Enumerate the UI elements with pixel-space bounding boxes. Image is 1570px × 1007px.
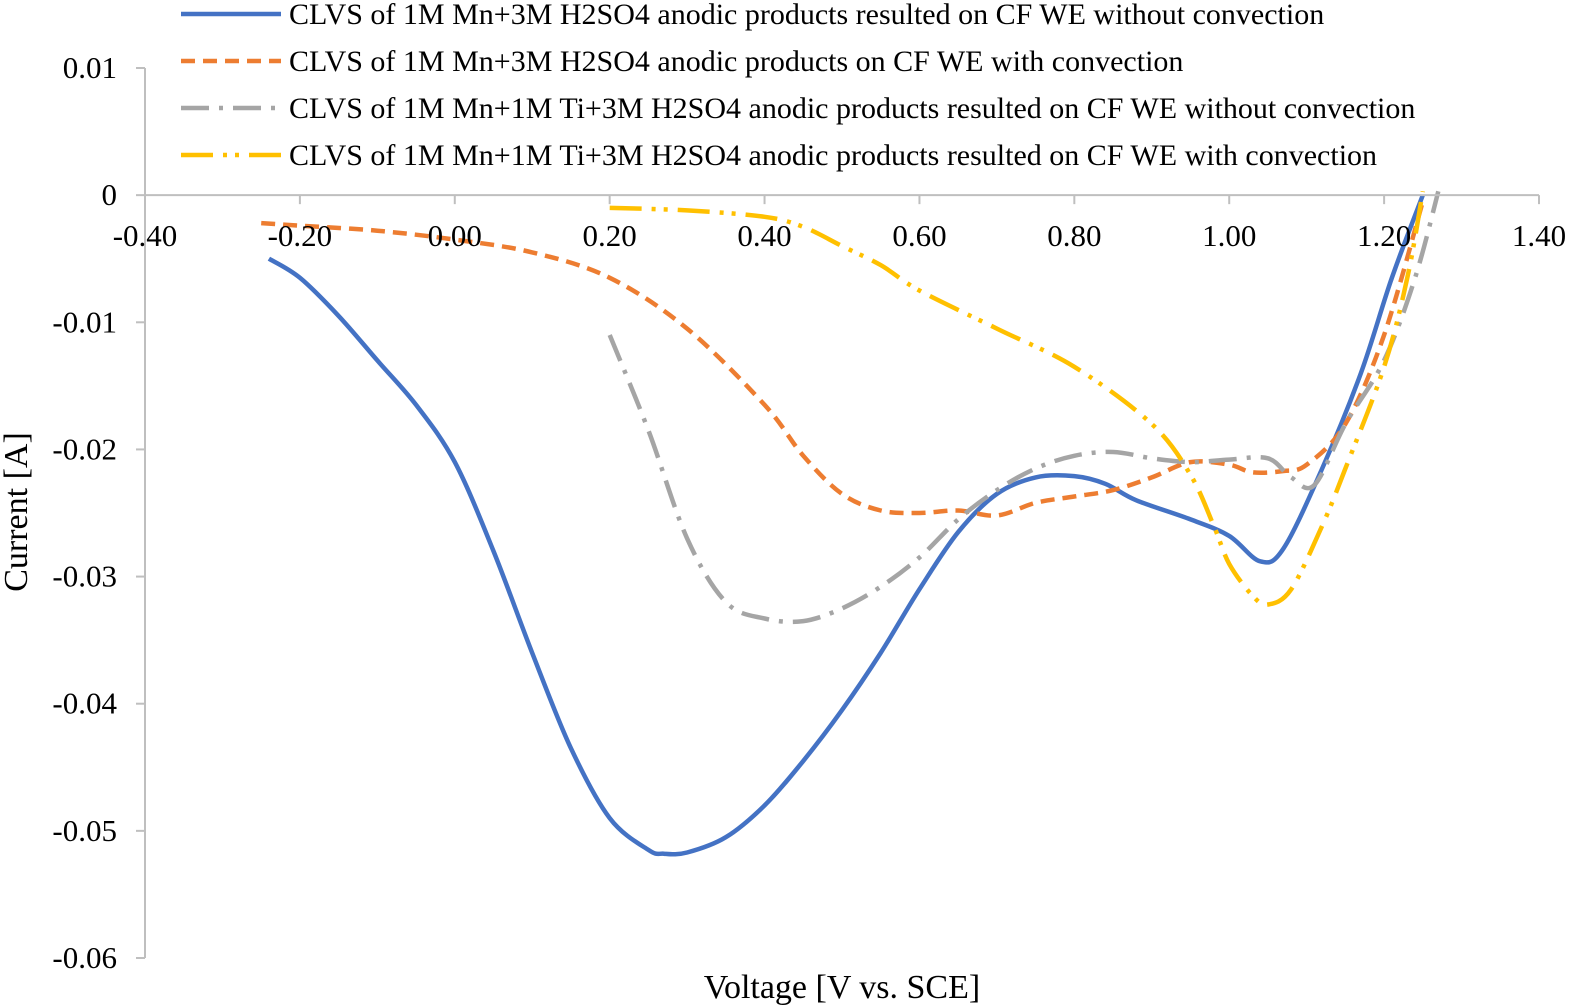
y-tick-label: -0.04 (52, 686, 117, 721)
y-tick-label: 0 (102, 177, 118, 212)
x-tick-label: 0.20 (583, 218, 637, 253)
legend-label-4: CLVS of 1M Mn+1M Ti+3M H2SO4 anodic prod… (289, 139, 1377, 172)
series-curves (261, 190, 1441, 857)
y-axis-title: Current [A] (0, 432, 35, 592)
legend-label-3: CLVS of 1M Mn+1M Ti+3M H2SO4 anodic prod… (289, 92, 1415, 125)
plot-area: 0.01 0 -0.01 -0.02 -0.03 -0.04 -0.05 -0.06 -0.4… (52, 50, 1566, 975)
x-tick-label: 1.40 (1512, 218, 1566, 253)
y-tick-label: -0.05 (52, 813, 117, 848)
series-line-1 (267, 194, 1425, 857)
x-axis-title: Voltage [V vs. SCE] (704, 969, 980, 1006)
x-tick-label: -0.40 (113, 218, 178, 253)
y-axis-ticks: 0.01 0 -0.01 -0.02 -0.03 -0.04 -0.05 -0.06 (52, 50, 145, 975)
x-tick-label: 0.80 (1047, 218, 1101, 253)
x-tick-label: 1.00 (1202, 218, 1256, 253)
y-tick-label: -0.02 (52, 431, 117, 466)
legend-label-1: CLVS of 1M Mn+3M H2SO4 anodic products r… (289, 0, 1324, 31)
y-tick-label: -0.03 (52, 559, 117, 594)
x-tick-label: 0.00 (428, 218, 482, 253)
x-tick-label: 1.20 (1357, 218, 1411, 253)
x-tick-label: 0.60 (892, 218, 946, 253)
legend: CLVS of 1M Mn+3M H2SO4 anodic products r… (181, 0, 1415, 172)
y-tick-label: -0.01 (52, 304, 117, 339)
x-axis-ticks: -0.40 -0.20 0.00 0.20 0.40 0.60 0.80 1.00 1.20 1.… (113, 195, 1566, 253)
x-tick-label: -0.20 (268, 218, 333, 253)
y-tick-label: 0.01 (63, 50, 117, 85)
series-line-3 (607, 190, 1441, 625)
y-tick-label: -0.06 (52, 940, 117, 975)
series-line-4 (609, 190, 1426, 607)
x-tick-label: 0.40 (737, 218, 791, 253)
legend-label-2: CLVS of 1M Mn+3M H2SO4 anodic products o… (289, 45, 1183, 78)
